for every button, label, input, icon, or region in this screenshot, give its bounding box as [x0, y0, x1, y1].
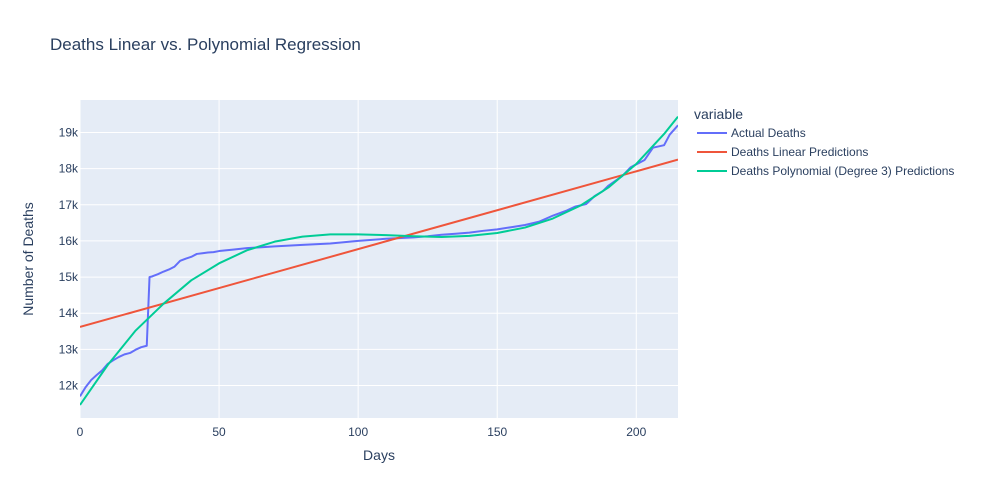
series-line-3 [80, 115, 678, 406]
legend: variable Actual Deaths Deaths Linear Pred… [694, 106, 954, 178]
y-gridlines [80, 132, 678, 386]
plot-background [80, 100, 678, 418]
legend-label: Deaths Linear Predictions [731, 145, 868, 159]
x-gridlines [79, 100, 637, 418]
y-tick-label: 17k [59, 198, 79, 212]
legend-label: Actual Deaths [731, 126, 806, 140]
x-axis-ticks: 0 50 100 150 200 [77, 425, 647, 439]
x-axis-title: Days [363, 447, 395, 463]
y-tick-label: 16k [59, 234, 79, 248]
x-tick-label: 0 [77, 425, 84, 439]
chart-title: Deaths Linear vs. Polynomial Regression [50, 35, 361, 54]
legend-items: Actual Deaths Deaths Linear Predictions De… [697, 126, 954, 178]
series-layer [80, 115, 678, 406]
y-tick-label: 18k [59, 162, 79, 176]
y-tick-label: 19k [59, 126, 79, 140]
y-tick-label: 13k [59, 342, 79, 356]
x-tick-label: 100 [348, 425, 368, 439]
legend-item[interactable]: Deaths Polynomial (Degree 3) Predictions [697, 164, 954, 178]
x-tick-label: 200 [626, 425, 646, 439]
legend-item[interactable]: Deaths Linear Predictions [697, 145, 868, 159]
series-line-2 [80, 158, 678, 328]
y-tick-label: 12k [59, 378, 79, 392]
legend-label: Deaths Polynomial (Degree 3) Predictions [731, 164, 954, 178]
x-tick-label: 150 [487, 425, 507, 439]
y-tick-label: 14k [59, 306, 79, 320]
y-tick-label: 15k [59, 270, 79, 284]
y-axis-ticks: 12k 13k 14k 15k 16k 17k 18k 19k [59, 126, 79, 393]
y-axis-title: Number of Deaths [20, 202, 36, 316]
legend-item[interactable]: Actual Deaths [697, 126, 806, 140]
x-tick-label: 50 [212, 425, 226, 439]
legend-title: variable [694, 106, 743, 122]
